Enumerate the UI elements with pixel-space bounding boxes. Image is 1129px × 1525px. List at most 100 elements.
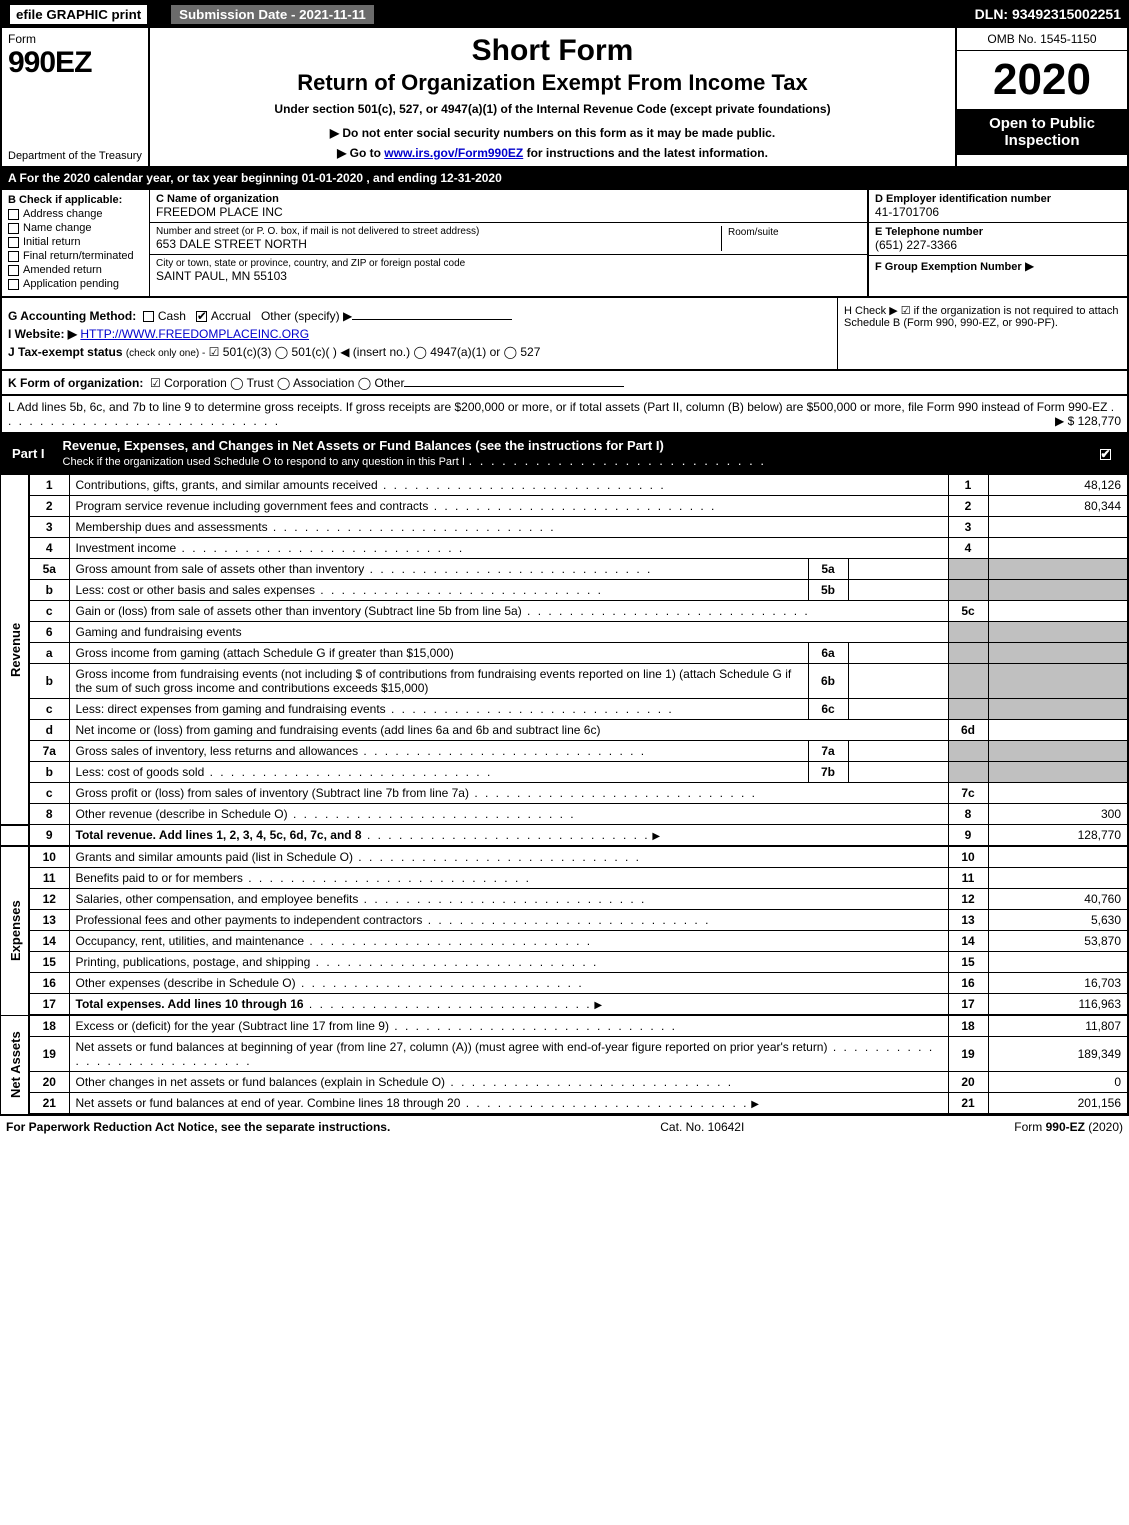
goto-instructions: ▶ Go to www.irs.gov/Form990EZ for instru… — [158, 146, 947, 160]
d-value: 41-1701706 — [875, 205, 1121, 219]
l9-desc: Total revenue. Add lines 1, 2, 3, 4, 5c,… — [69, 825, 948, 847]
l6c-desc: Less: direct expenses from gaming and fu… — [69, 699, 808, 720]
l6d-rnum: 6d — [948, 720, 988, 741]
l2-num: 2 — [29, 496, 69, 517]
l18-desc: Excess or (deficit) for the year (Subtra… — [69, 1015, 948, 1037]
l8-rnum: 8 — [948, 804, 988, 825]
l1-num: 1 — [29, 475, 69, 496]
short-form-title: Short Form — [158, 34, 947, 68]
l16-num: 16 — [29, 973, 69, 994]
g-accounting-method: G Accounting Method: Cash Accrual Other … — [8, 308, 831, 323]
part-i-checkbox[interactable] — [1087, 446, 1127, 461]
l16-rnum: 16 — [948, 973, 988, 994]
l5c-num: c — [29, 601, 69, 622]
submission-date-wrap: Submission Date - 2021-11-11 — [161, 0, 384, 28]
footer-mid: Cat. No. 10642I — [660, 1120, 744, 1134]
header-right: OMB No. 1545-1150 2020 Open to Public In… — [955, 28, 1127, 166]
l13-rnum: 13 — [948, 910, 988, 931]
l6a-desc: Gross income from gaming (attach Schedul… — [69, 643, 808, 664]
e-value: (651) 227-3366 — [875, 238, 1121, 252]
l6c-subval — [848, 699, 948, 720]
k-opts: ☑ Corporation ◯ Trust ◯ Association ◯ Ot… — [150, 376, 404, 390]
f-arrow: ▶ — [1025, 259, 1034, 273]
l1-amt: 48,126 — [988, 475, 1128, 496]
c-name-label: C Name of organization — [156, 193, 861, 205]
l11-desc: Benefits paid to or for members — [69, 868, 948, 889]
l3-amt — [988, 517, 1128, 538]
irs-link[interactable]: www.irs.gov/Form990EZ — [384, 146, 523, 160]
l14-amt: 53,870 — [988, 931, 1128, 952]
l12-num: 12 — [29, 889, 69, 910]
revenue-section-label: Revenue — [1, 475, 30, 825]
c-city-label: City or town, state or province, country… — [156, 258, 861, 269]
l4-amt — [988, 538, 1128, 559]
l7a-sublbl: 7a — [808, 741, 848, 762]
l6a-shaded — [948, 643, 988, 664]
form-header: Form 990EZ Department of the Treasury Sh… — [0, 28, 1129, 168]
e-label: E Telephone number — [875, 226, 1121, 238]
l6b-shaded — [948, 664, 988, 699]
l7b-subval — [848, 762, 948, 783]
l11-amt — [988, 868, 1128, 889]
l6c-amt-shaded — [988, 699, 1128, 720]
l14-num: 14 — [29, 931, 69, 952]
under-section: Under section 501(c), 527, or 4947(a)(1)… — [158, 102, 947, 116]
cb-name-change[interactable]: Name change — [8, 222, 143, 234]
l20-amt: 0 — [988, 1072, 1128, 1093]
section-bcdef: B Check if applicable: Address change Na… — [0, 190, 1129, 298]
j-label: J Tax-exempt status — [8, 345, 123, 359]
cb-initial-return[interactable]: Initial return — [8, 236, 143, 248]
l17-desc: Total expenses. Add lines 10 through 16 — [69, 994, 948, 1016]
d-label: D Employer identification number — [875, 193, 1121, 205]
l6d-desc: Net income or (loss) from gaming and fun… — [69, 720, 948, 741]
cb-application-pending[interactable]: Application pending — [8, 278, 143, 290]
l3-num: 3 — [29, 517, 69, 538]
part-i-header: Part I Revenue, Expenses, and Changes in… — [0, 434, 1129, 474]
l7a-subval — [848, 741, 948, 762]
l20-desc: Other changes in net assets or fund bala… — [69, 1072, 948, 1093]
l21-rnum: 21 — [948, 1093, 988, 1115]
l6-amt-shaded — [988, 622, 1128, 643]
submission-date-button[interactable]: Submission Date - 2021-11-11 — [169, 3, 376, 26]
l6b-desc: Gross income from fundraising events (no… — [69, 664, 808, 699]
efile-print-button[interactable]: efile GRAPHIC print — [8, 3, 149, 26]
section-gh: G Accounting Method: Cash Accrual Other … — [0, 298, 1129, 371]
l2-desc: Program service revenue including govern… — [69, 496, 948, 517]
l11-rnum: 11 — [948, 868, 988, 889]
l10-desc: Grants and similar amounts paid (list in… — [69, 846, 948, 868]
b-heading: B Check if applicable: — [8, 194, 143, 206]
l7b-desc: Less: cost of goods sold — [69, 762, 808, 783]
netassets-section-label: Net Assets — [1, 1015, 30, 1114]
i-label: I Website: ▶ — [8, 327, 77, 341]
l6c-shaded — [948, 699, 988, 720]
l21-amt: 201,156 — [988, 1093, 1128, 1115]
l19-amt: 189,349 — [988, 1037, 1128, 1072]
h-check-text: H Check ▶ ☑ if the organization is not r… — [844, 304, 1121, 329]
l7a-num: 7a — [29, 741, 69, 762]
goto-post: for instructions and the latest informat… — [523, 146, 768, 160]
l6c-num: c — [29, 699, 69, 720]
col-b-checkboxes: B Check if applicable: Address change Na… — [2, 190, 150, 296]
l6-desc: Gaming and fundraising events — [69, 622, 948, 643]
l7c-num: c — [29, 783, 69, 804]
website-link[interactable]: HTTP://WWW.FREEDOMPLACEINC.ORG — [80, 327, 309, 341]
l9-num: 9 — [29, 825, 69, 847]
l10-amt — [988, 846, 1128, 868]
part-i-check-line: Check if the organization used Schedule … — [63, 456, 465, 468]
l7a-shaded — [948, 741, 988, 762]
cb-final-return[interactable]: Final return/terminated — [8, 250, 143, 262]
c-city-value: SAINT PAUL, MN 55103 — [156, 269, 861, 283]
cb-amended-return[interactable]: Amended return — [8, 264, 143, 276]
l16-desc: Other expenses (describe in Schedule O) — [69, 973, 948, 994]
l19-rnum: 19 — [948, 1037, 988, 1072]
row-k: K Form of organization: ☑ Corporation ◯ … — [0, 371, 1129, 396]
footer-left: For Paperwork Reduction Act Notice, see … — [6, 1120, 390, 1134]
l3-rnum: 3 — [948, 517, 988, 538]
j-tax-exempt: J Tax-exempt status (check only one) - ☑… — [8, 345, 831, 359]
l6c-sublbl: 6c — [808, 699, 848, 720]
cb-address-change[interactable]: Address change — [8, 208, 143, 220]
l6a-amt-shaded — [988, 643, 1128, 664]
l-text: L Add lines 5b, 6c, and 7b to line 9 to … — [8, 400, 1107, 414]
l19-num: 19 — [29, 1037, 69, 1072]
footer-right-pre: Form — [1014, 1120, 1045, 1134]
